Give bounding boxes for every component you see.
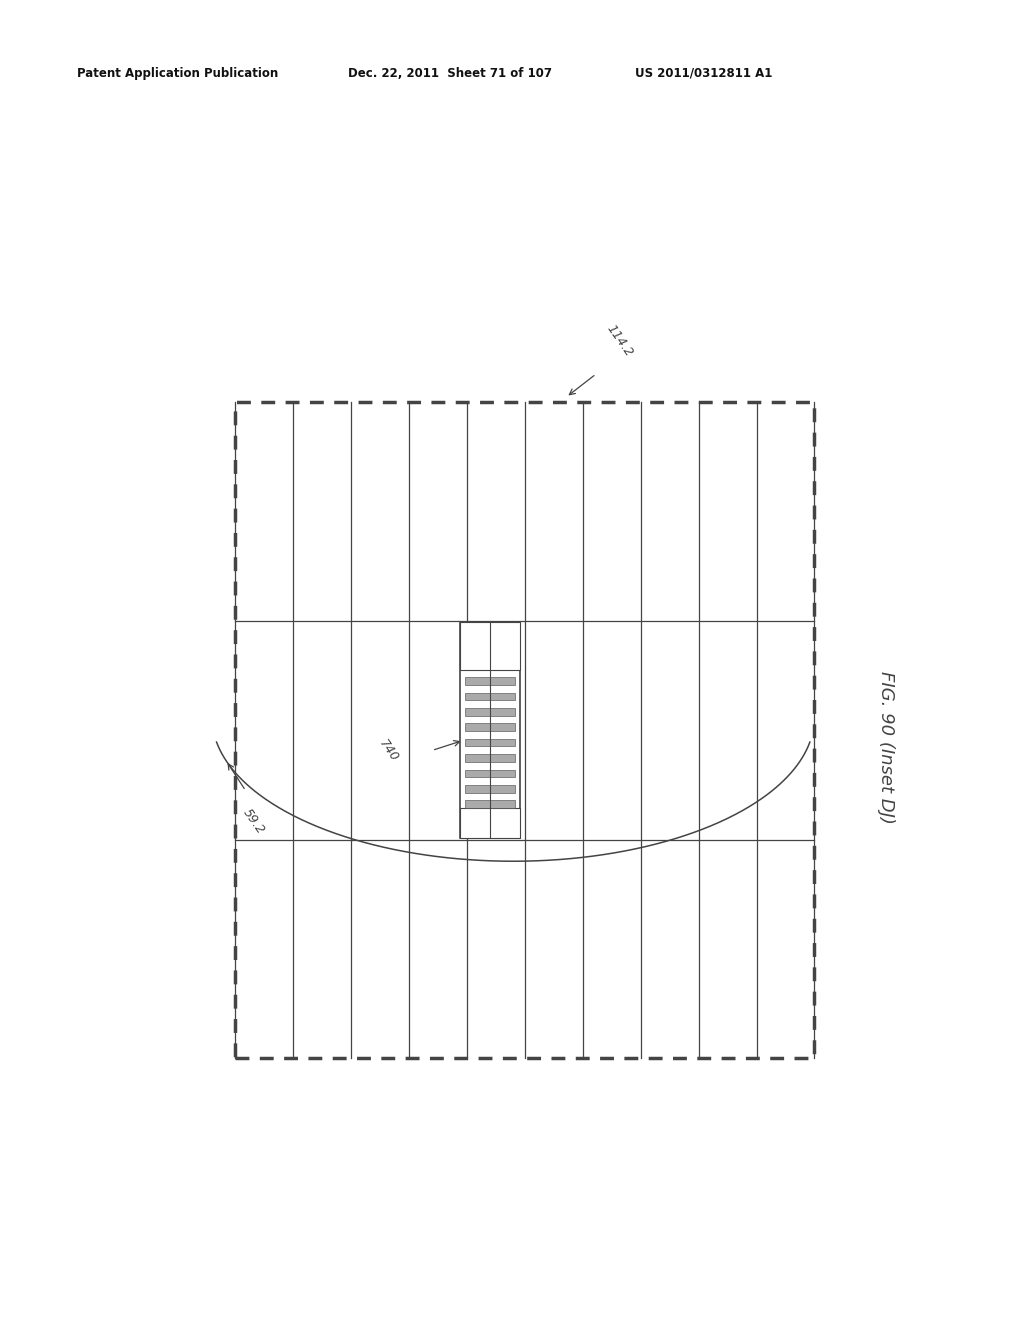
Bar — [236, 403, 814, 1057]
Text: 740: 740 — [376, 737, 400, 764]
Bar — [465, 693, 515, 701]
Text: US 2011/0312811 A1: US 2011/0312811 A1 — [635, 66, 772, 79]
Text: 114.2: 114.2 — [604, 322, 636, 359]
Text: 59.2: 59.2 — [241, 807, 267, 837]
Bar — [465, 785, 515, 792]
Bar — [460, 808, 520, 838]
Text: Dec. 22, 2011  Sheet 71 of 107: Dec. 22, 2011 Sheet 71 of 107 — [348, 66, 552, 79]
Bar — [465, 770, 515, 777]
Bar — [465, 723, 515, 731]
Bar — [460, 622, 520, 838]
Bar — [460, 622, 520, 669]
Bar — [465, 754, 515, 762]
Bar — [465, 739, 515, 747]
Text: FIG. 90 (Inset DJ): FIG. 90 (Inset DJ) — [877, 672, 895, 825]
Text: Patent Application Publication: Patent Application Publication — [77, 66, 279, 79]
Bar — [465, 800, 515, 808]
Bar — [465, 708, 515, 715]
Bar — [465, 677, 515, 685]
